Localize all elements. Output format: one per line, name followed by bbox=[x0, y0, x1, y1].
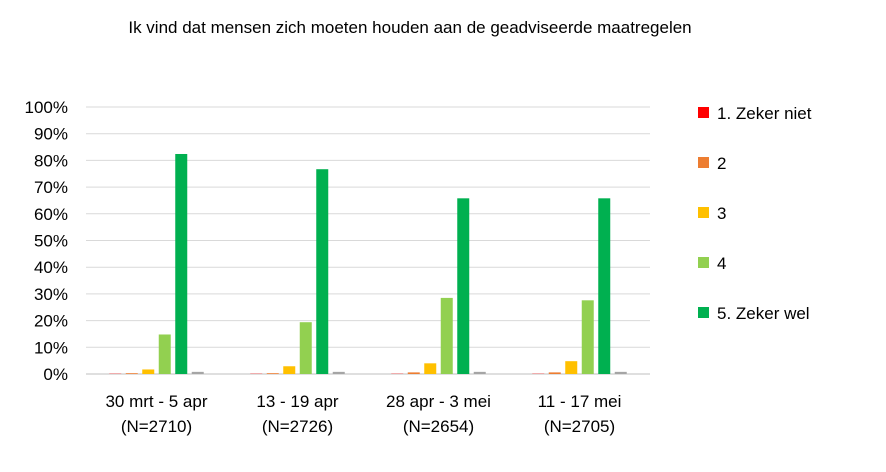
bar bbox=[142, 369, 155, 374]
y-tick-label: 40% bbox=[34, 258, 68, 277]
x-tick-label: 13 - 19 apr bbox=[256, 392, 339, 411]
legend-label: 3 bbox=[717, 204, 727, 223]
bar bbox=[440, 297, 453, 374]
bar bbox=[565, 361, 578, 374]
chart-title: Ik vind dat mensen zich moeten houden aa… bbox=[128, 18, 692, 37]
legend-swatch bbox=[698, 207, 709, 219]
legend-entry: 4 bbox=[698, 252, 726, 276]
y-tick-label: 70% bbox=[34, 178, 68, 197]
y-tick-label: 60% bbox=[34, 205, 68, 224]
legend-swatch bbox=[698, 107, 709, 119]
legend-label: 4 bbox=[717, 254, 727, 273]
x-tick-label: 30 mrt - 5 apr bbox=[105, 392, 207, 411]
bar bbox=[191, 371, 204, 374]
legend-entry: 3 bbox=[698, 202, 726, 226]
legend-label: 1. Zeker niet bbox=[717, 104, 812, 123]
bar bbox=[473, 371, 486, 374]
bar bbox=[548, 372, 561, 374]
legend-entry: 1. Zeker niet bbox=[698, 102, 812, 126]
y-tick-label: 10% bbox=[34, 338, 68, 357]
legend-entry: 2 bbox=[698, 152, 726, 176]
bar bbox=[332, 371, 345, 374]
x-tick-label: (N=2705) bbox=[544, 417, 615, 436]
y-tick-label: 80% bbox=[34, 151, 68, 170]
y-tick-label: 0% bbox=[43, 365, 68, 384]
y-tick-label: 100% bbox=[25, 98, 68, 117]
y-tick-label: 50% bbox=[34, 232, 68, 251]
y-tick-label: 30% bbox=[34, 285, 68, 304]
legend-label: 5. Zeker wel bbox=[717, 304, 810, 323]
bar bbox=[175, 153, 188, 374]
bar bbox=[283, 366, 296, 374]
x-tick-label: 11 - 17 mei bbox=[538, 392, 622, 411]
y-tick-label: 90% bbox=[34, 125, 68, 144]
bar bbox=[581, 300, 594, 374]
bar bbox=[316, 169, 329, 374]
legend-entry: 5. Zeker wel bbox=[698, 302, 810, 326]
bar bbox=[158, 334, 171, 374]
x-tick-label: (N=2726) bbox=[262, 417, 333, 436]
bar bbox=[299, 322, 312, 374]
x-tick-label: (N=2710) bbox=[121, 417, 192, 436]
bar bbox=[125, 373, 138, 374]
x-tick-label: (N=2654) bbox=[403, 417, 474, 436]
legend-swatch bbox=[698, 157, 709, 169]
bar bbox=[614, 371, 627, 374]
x-tick-label: 28 apr - 3 mei bbox=[386, 392, 491, 411]
y-tick-label: 20% bbox=[34, 312, 68, 331]
bar bbox=[266, 373, 279, 374]
bar bbox=[598, 198, 611, 374]
bar bbox=[407, 372, 420, 374]
legend-swatch bbox=[698, 257, 709, 269]
legend-swatch bbox=[698, 307, 709, 319]
legend-label: 2 bbox=[717, 154, 727, 173]
bar bbox=[424, 363, 437, 374]
bar bbox=[457, 198, 470, 374]
